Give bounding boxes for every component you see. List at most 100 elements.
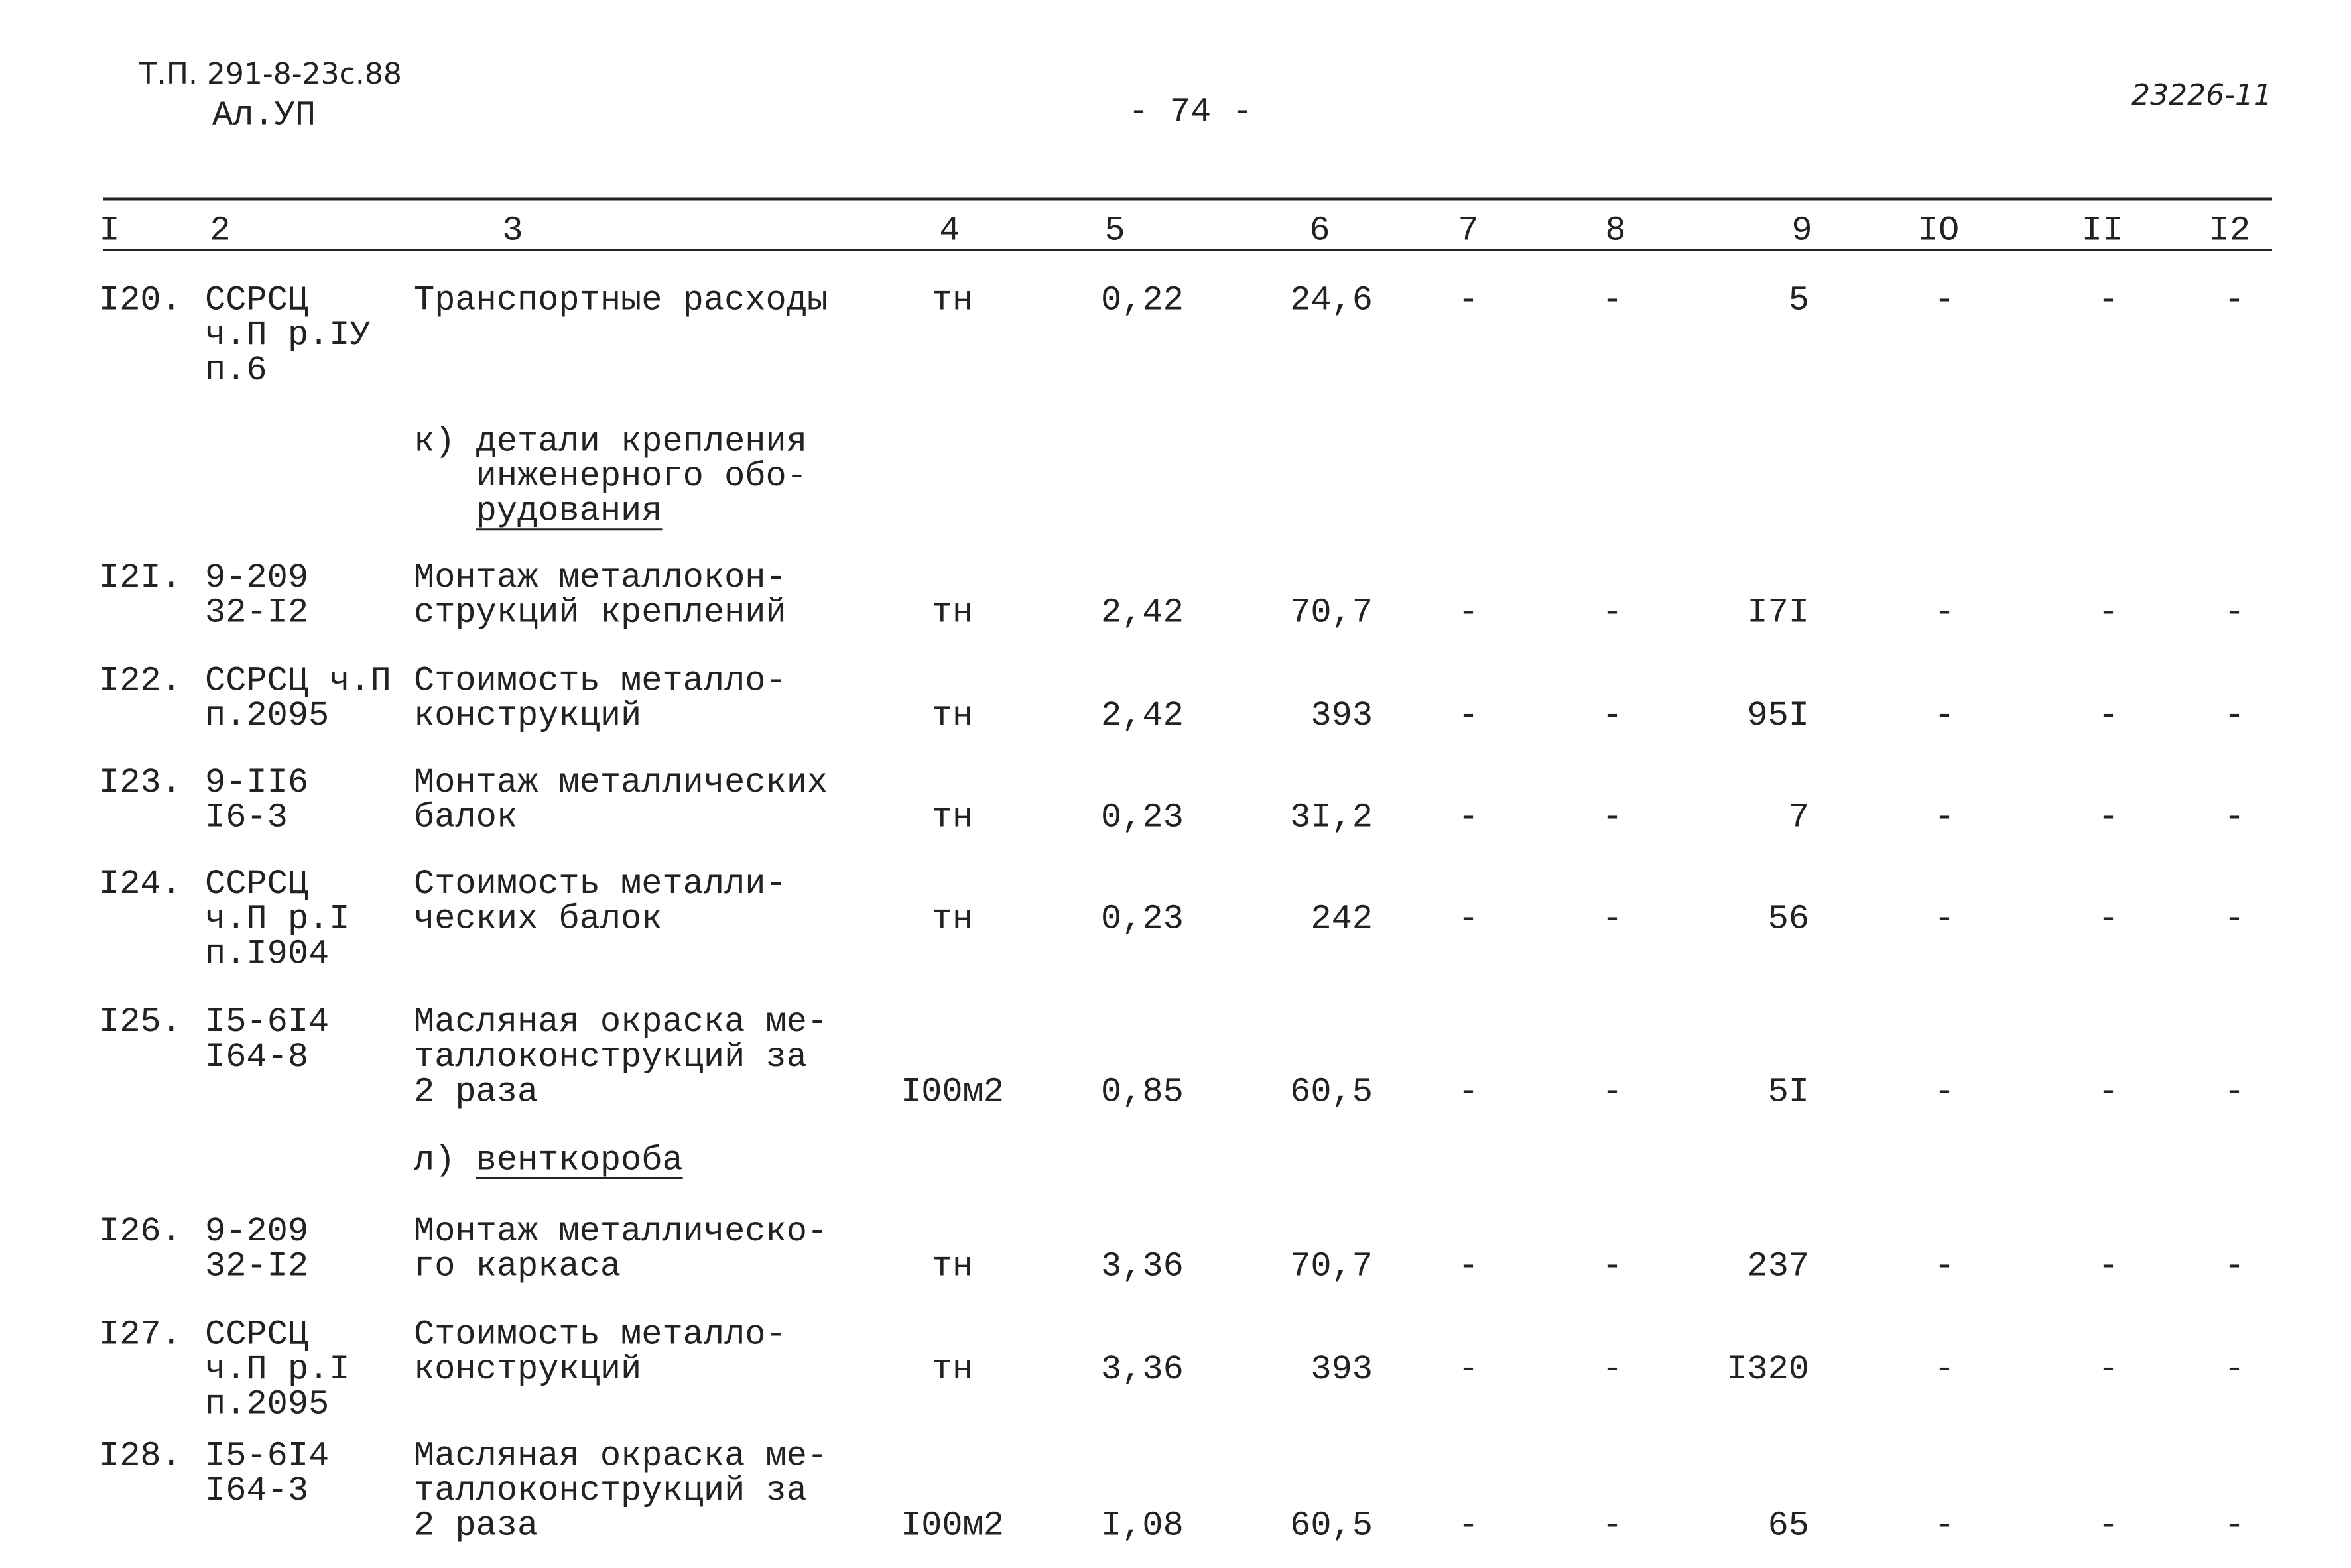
row-number: I2I. bbox=[99, 558, 182, 597]
cell-value: 95I bbox=[1747, 696, 1809, 735]
doc-code: Т.П. 291-8-23с.88 bbox=[139, 57, 402, 91]
cell-value: 2,42 bbox=[1101, 593, 1184, 633]
cell-value: - bbox=[1602, 900, 1622, 939]
row-number: I23. bbox=[99, 763, 182, 802]
norm-code: п.I904 bbox=[205, 934, 329, 973]
unit: I00м2 bbox=[901, 1072, 1004, 1111]
work-name: Транспортные расходы bbox=[414, 281, 828, 320]
work-name: конструкций bbox=[414, 696, 641, 735]
cell-value: - bbox=[2098, 1506, 2118, 1545]
work-name: Стоимость металло- bbox=[414, 1315, 787, 1354]
section-heading: л) венткороба bbox=[414, 1140, 683, 1179]
column-header: I bbox=[99, 211, 119, 251]
unit: тн bbox=[932, 1350, 973, 1389]
row-number: I26. bbox=[99, 1212, 182, 1251]
cell-value: - bbox=[2224, 593, 2244, 633]
cell-value: - bbox=[1458, 1072, 1478, 1111]
work-name: таллоконструкций за bbox=[414, 1038, 807, 1077]
cell-value: 5 bbox=[1789, 281, 1809, 320]
cell-value: - bbox=[2224, 1072, 2244, 1111]
work-name: Монтаж металлокон- bbox=[414, 558, 787, 597]
cell-value: 393 bbox=[1310, 696, 1373, 735]
cell-value: - bbox=[1458, 593, 1478, 633]
work-name: Стоимость металло- bbox=[414, 662, 787, 701]
cell-value: 70,7 bbox=[1290, 1246, 1373, 1286]
cell-value: - bbox=[1934, 696, 1954, 735]
cell-value: - bbox=[1934, 798, 1954, 837]
cell-value: - bbox=[2098, 1072, 2118, 1111]
cell-value: - bbox=[2098, 281, 2118, 320]
norm-code: 32-I2 bbox=[205, 1246, 308, 1286]
work-name: 2 раза bbox=[414, 1506, 538, 1545]
cell-value: 0,23 bbox=[1101, 798, 1184, 837]
cell-value: I,08 bbox=[1101, 1506, 1184, 1545]
norm-code: I5-6I4 bbox=[205, 1002, 329, 1042]
cell-value: 24,6 bbox=[1290, 281, 1373, 320]
column-header: 5 bbox=[1104, 211, 1125, 251]
column-header: 3 bbox=[502, 211, 523, 251]
cell-value: - bbox=[1458, 696, 1478, 735]
cell-value: - bbox=[1934, 1350, 1954, 1389]
page-number: - 74 - bbox=[1128, 93, 1252, 132]
norm-code: ССРСЦ bbox=[205, 281, 308, 320]
cell-value: 70,7 bbox=[1290, 593, 1373, 633]
norm-code: п.2095 bbox=[205, 696, 329, 735]
cell-value: 65 bbox=[1768, 1506, 1809, 1545]
cell-value: - bbox=[1934, 593, 1954, 633]
work-name: Стоимость металли- bbox=[414, 865, 787, 904]
cell-value: 0,85 bbox=[1101, 1072, 1184, 1111]
column-header: I2 bbox=[2209, 211, 2250, 251]
unit: тн bbox=[932, 281, 973, 320]
cell-value: - bbox=[1602, 593, 1622, 633]
norm-code: ч.П р.I bbox=[205, 1350, 349, 1389]
row-number: I28. bbox=[99, 1436, 182, 1475]
unit: тн bbox=[932, 1246, 973, 1286]
column-header: 9 bbox=[1791, 211, 1812, 251]
cell-value: - bbox=[2224, 1246, 2244, 1286]
work-name: ческих балок bbox=[414, 900, 662, 939]
cell-value: - bbox=[1934, 1506, 1954, 1545]
work-name: балок bbox=[414, 798, 517, 837]
row-number: I22. bbox=[99, 662, 182, 701]
norm-code: I5-6I4 bbox=[205, 1436, 329, 1475]
norm-code: I64-3 bbox=[205, 1471, 308, 1510]
cell-value: - bbox=[1458, 281, 1478, 320]
unit: тн bbox=[932, 900, 973, 939]
norm-code: ССРСЦ bbox=[205, 865, 308, 904]
norm-code: I6-3 bbox=[205, 798, 288, 837]
cell-value: - bbox=[2224, 281, 2244, 320]
cell-value: 3I,2 bbox=[1290, 798, 1373, 837]
cell-value: I7I bbox=[1747, 593, 1809, 633]
cell-value: 237 bbox=[1747, 1246, 1809, 1286]
work-name: таллоконструкций за bbox=[414, 1471, 807, 1510]
work-name: струкций креплений bbox=[414, 593, 787, 633]
cell-value: - bbox=[2098, 1246, 2118, 1286]
norm-code: 9-209 bbox=[205, 1212, 308, 1251]
cell-value: - bbox=[1602, 1072, 1622, 1111]
norm-code: I64-8 bbox=[205, 1038, 308, 1077]
work-name: Монтаж металлических bbox=[414, 763, 828, 802]
cell-value: - bbox=[1602, 798, 1622, 837]
cell-value: 393 bbox=[1310, 1350, 1373, 1389]
cell-value: - bbox=[2098, 696, 2118, 735]
cell-value: - bbox=[2224, 696, 2244, 735]
row-number: I25. bbox=[99, 1002, 182, 1042]
cell-value: 3,36 bbox=[1101, 1350, 1184, 1389]
column-header: II bbox=[2082, 211, 2123, 251]
cell-value: - bbox=[2098, 900, 2118, 939]
cell-value: - bbox=[2224, 798, 2244, 837]
cell-value: - bbox=[2224, 1350, 2244, 1389]
cell-value: - bbox=[2098, 593, 2118, 633]
section-heading: к) детали крепления bbox=[414, 422, 807, 461]
column-header: 2 bbox=[210, 211, 230, 251]
norm-code: п.6 bbox=[205, 351, 267, 390]
section-heading: рудования bbox=[414, 491, 662, 530]
cell-value: - bbox=[1458, 1246, 1478, 1286]
row-number: I27. bbox=[99, 1315, 182, 1354]
cell-value: 60,5 bbox=[1290, 1506, 1373, 1545]
cell-value: - bbox=[1602, 1350, 1622, 1389]
column-header: 7 bbox=[1458, 211, 1478, 251]
cell-value: 2,42 bbox=[1101, 696, 1184, 735]
